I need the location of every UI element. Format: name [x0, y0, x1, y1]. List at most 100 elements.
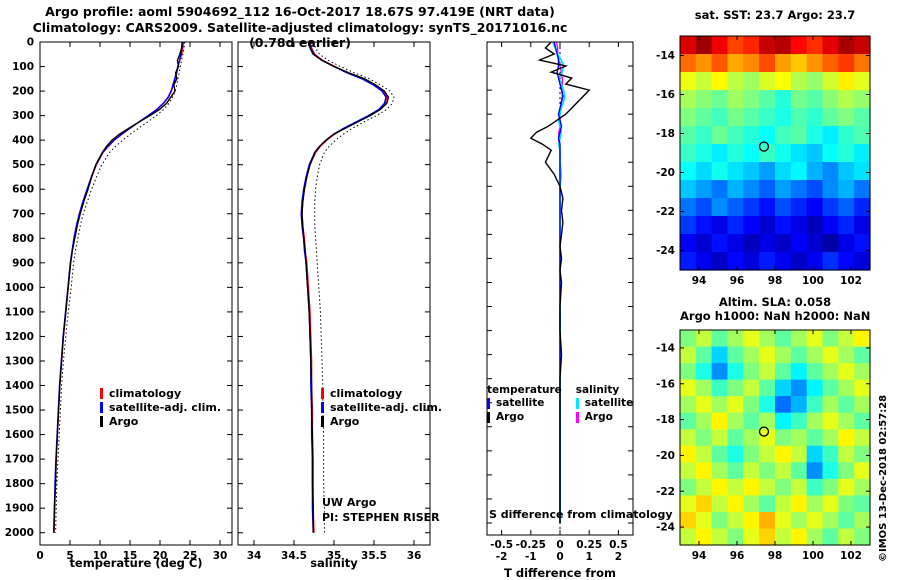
svg-text:-14: -14	[656, 50, 675, 62]
figure-title-line1: Argo profile: aoml 5904692_112 16-Oct-20…	[45, 4, 555, 19]
svg-text:102: 102	[840, 275, 862, 287]
sla-title: Altim. SLA: 0.058	[718, 295, 832, 309]
svg-text:96: 96	[730, 550, 745, 562]
temperature-legend: climatology satellite-adj. clim. Argo	[100, 386, 221, 428]
svg-text:-18: -18	[656, 128, 675, 140]
svg-text:98: 98	[768, 550, 783, 562]
svg-text:1600: 1600	[5, 429, 34, 441]
legend-label: Argo	[584, 411, 613, 423]
svg-text:0: 0	[556, 551, 563, 563]
svg-text:1100: 1100	[5, 306, 34, 318]
svg-text:-22: -22	[656, 486, 675, 498]
svg-text:1: 1	[586, 551, 593, 563]
legend-label: climatology	[330, 386, 403, 400]
difference-profile-panel: -2 -1 0 1 2 -0.5 -0.25 0 0.25 0.5	[486, 41, 634, 563]
legend-label: Argo	[330, 414, 360, 428]
svg-text:94: 94	[692, 275, 707, 287]
salinity-profile-panel: 34 34.5 35 35.5 36	[237, 41, 431, 562]
svg-text:0: 0	[556, 539, 563, 551]
legend-label: climatology	[109, 386, 182, 400]
svg-text:900: 900	[12, 257, 34, 269]
svg-text:-16: -16	[656, 378, 675, 390]
svg-text:1500: 1500	[5, 405, 34, 417]
legend-item-argo: Argo	[321, 414, 442, 428]
svg-text:1000: 1000	[5, 282, 34, 294]
t-argo-line-swatch	[487, 411, 490, 423]
svg-text:500: 500	[12, 159, 34, 171]
temperature-profile-panel: 0 5 10 15 20 25 300100200300400500600700800900…	[5, 37, 233, 562]
svg-text:1700: 1700	[5, 454, 34, 466]
svg-text:0: 0	[36, 550, 43, 562]
svg-text:-22: -22	[656, 206, 675, 218]
t-satellite-line-swatch	[487, 397, 490, 409]
legend-item-t-satellite: satellite	[487, 396, 562, 410]
difference-legend: temperature satellite Argo salinity sate…	[487, 384, 633, 424]
legend-item-t-argo: Argo	[487, 410, 562, 424]
svg-text:102: 102	[840, 550, 862, 562]
argo-heights-title: Argo h1000: NaN h2000: NaN	[680, 309, 871, 323]
climatology-line-swatch	[321, 387, 324, 399]
legend-item-satellite-clim: satellite-adj. clim.	[100, 400, 221, 414]
svg-text:34: 34	[247, 550, 262, 562]
svg-text:-0.5: -0.5	[490, 539, 513, 551]
copyright-stamp: ©IMOS 13-Dec-2018 02:57:28	[878, 394, 889, 562]
svg-text:100: 100	[12, 61, 34, 73]
svg-text:-2: -2	[496, 551, 508, 563]
legend-item-argo: Argo	[100, 414, 221, 428]
svg-text:-24: -24	[656, 522, 675, 534]
legend-label: satellite	[496, 397, 545, 409]
svg-text:98: 98	[768, 275, 783, 287]
figure-title-line2: Climatology: CARS2009. Satellite-adjuste…	[32, 20, 568, 50]
svg-text:0: 0	[27, 37, 34, 49]
svg-text:10: 10	[93, 550, 108, 562]
sla-map-panel: 94 96 98 100 102 -14 -16 -18 -20 -22 -24	[656, 329, 871, 562]
svg-text:600: 600	[12, 184, 34, 196]
salinity-legend-header: salinity	[575, 384, 620, 396]
svg-text:34.5: 34.5	[281, 550, 307, 562]
legend-label: Argo	[109, 414, 139, 428]
legend-item-s-satellite: satellite	[575, 396, 634, 410]
svg-text:25: 25	[183, 550, 198, 562]
legend-item-climatology: climatology	[100, 386, 221, 400]
svg-text:-20: -20	[656, 167, 675, 179]
satellite-clim-line-swatch	[100, 401, 103, 413]
t-difference-axis-label: T difference from climatology	[504, 566, 616, 580]
legend-label: satellite	[584, 397, 634, 409]
svg-text:0.25: 0.25	[576, 539, 602, 551]
satellite-clim-line-swatch	[321, 401, 324, 413]
svg-text:30: 30	[213, 550, 228, 562]
salinity-legend: climatology satellite-adj. clim. Argo	[321, 386, 442, 428]
sst-map-panel: 94 96 98 100 102 -14 -16 -18 -20 -22 -24	[656, 35, 871, 287]
svg-text:100: 100	[802, 275, 824, 287]
sst-map-title: sat. SST: 23.7 Argo: 23.7	[694, 8, 856, 22]
svg-text:1200: 1200	[5, 331, 34, 343]
svg-text:2000: 2000	[5, 527, 34, 539]
svg-text:700: 700	[12, 208, 34, 220]
svg-text:-24: -24	[656, 245, 675, 257]
argo-line-swatch	[100, 415, 103, 427]
difference-legend-temperature-column: temperature satellite Argo	[487, 384, 562, 424]
svg-text:94: 94	[692, 550, 707, 562]
svg-text:200: 200	[12, 86, 34, 98]
svg-text:35: 35	[327, 550, 342, 562]
svg-text:2: 2	[615, 551, 622, 563]
climatology-line-swatch	[100, 387, 103, 399]
svg-text:1800: 1800	[5, 478, 34, 490]
legend-item-climatology: climatology	[321, 386, 442, 400]
svg-text:-20: -20	[656, 450, 675, 462]
svg-text:400: 400	[12, 135, 34, 147]
argo-line-swatch	[321, 415, 324, 427]
legend-label: Argo	[496, 411, 525, 423]
legend-item-satellite-clim: satellite-adj. clim.	[321, 400, 442, 414]
svg-text:1900: 1900	[5, 503, 34, 515]
svg-text:-1: -1	[525, 551, 537, 563]
difference-legend-salinity-column: salinity satellite Argo	[575, 384, 634, 424]
legend-item-s-argo: Argo	[575, 410, 633, 424]
svg-text:-14: -14	[656, 342, 675, 354]
legend-label: satellite-adj. clim.	[330, 400, 443, 414]
svg-text:36: 36	[407, 550, 422, 562]
svg-text:5: 5	[66, 550, 73, 562]
svg-text:-0.25: -0.25	[516, 539, 546, 551]
